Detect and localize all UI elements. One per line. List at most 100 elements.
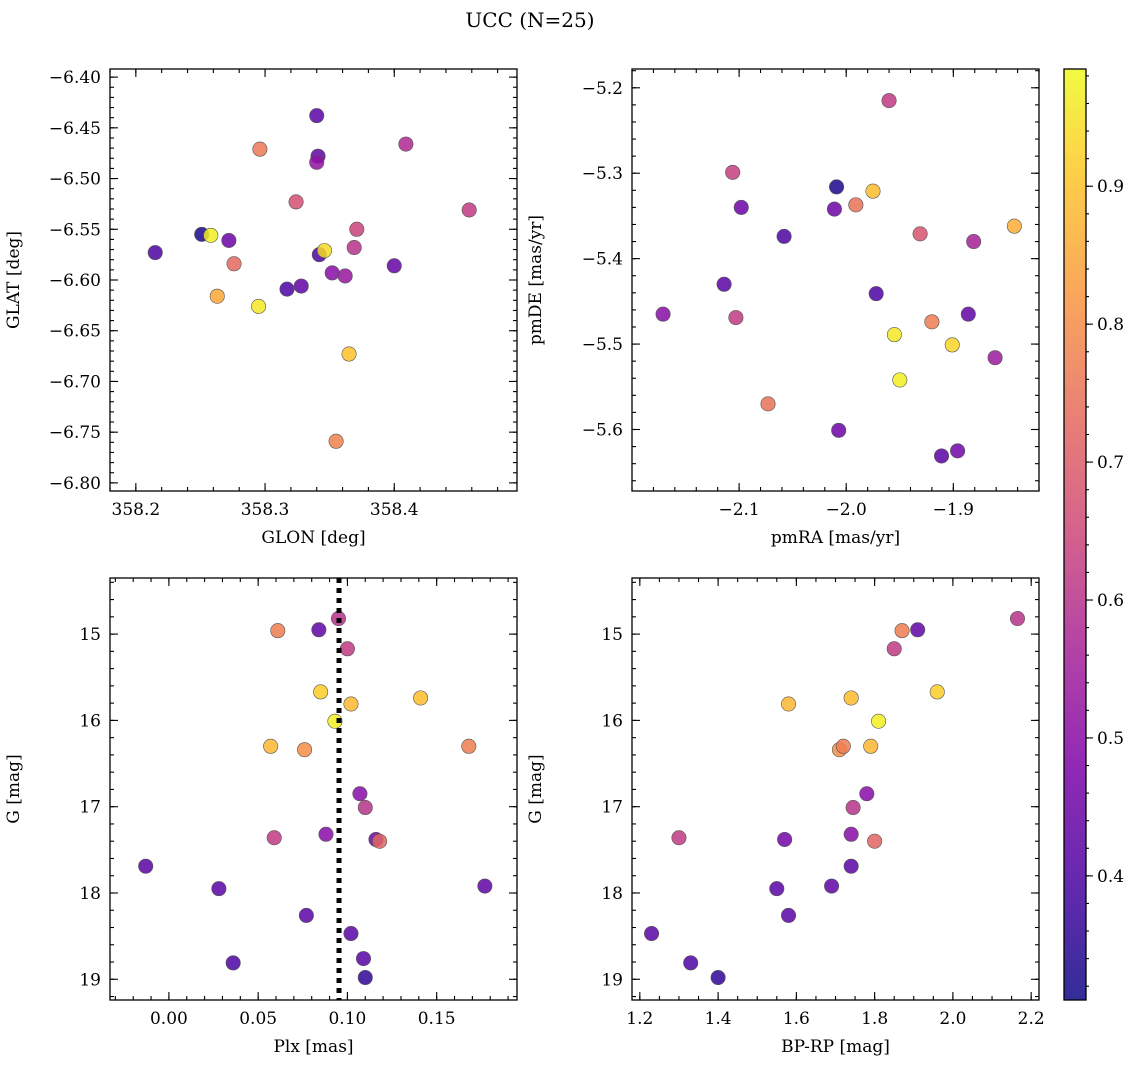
scatter-point: [725, 164, 741, 180]
scatter-point: [826, 201, 842, 217]
x-tick-label: 0.15: [418, 1009, 456, 1029]
scatter-point: [270, 623, 286, 639]
colorbar-gradient: [1064, 69, 1086, 1000]
scatter-point: [865, 183, 881, 199]
scatter-point: [886, 641, 902, 657]
scatter-point: [147, 245, 163, 261]
scatter-point: [843, 690, 859, 706]
scatter-point: [352, 786, 368, 802]
scatter-point: [716, 276, 732, 292]
scatter-point: [760, 396, 776, 412]
scatter-point: [867, 833, 883, 849]
scatter-point: [843, 826, 859, 842]
scatter-point: [710, 970, 726, 986]
scatter-point: [829, 179, 845, 195]
colorbar-tick-label: 0.9: [1097, 177, 1124, 197]
panel-glon-glat: 358.2 358.3 358.4 −6.80 −6.75 −6.70 −6.65 −6.60…: [4, 68, 518, 548]
scatter-point: [863, 738, 879, 754]
scatter-point: [225, 955, 241, 971]
y-tick-label: 15: [601, 625, 623, 645]
x-tick-label: −2.0: [826, 500, 867, 520]
y-tick-label: −6.45: [49, 119, 101, 139]
y-tick-label: 17: [79, 798, 101, 818]
y-tick-label: 19: [601, 970, 623, 990]
x-tick-label: 0.05: [239, 1009, 277, 1029]
panel-bprp-g: 1.2 1.4 1.6 1.8 2.0 2.2 15 16 17 18 19 BP-RP [mag] G…: [526, 577, 1045, 1057]
y-tick-label: −5.4: [582, 250, 623, 270]
x-tick-label: 0.00: [150, 1009, 188, 1029]
scatter-point: [966, 234, 982, 250]
scatter-point: [355, 951, 371, 967]
axes-frame: [631, 68, 1040, 492]
scatter-point: [461, 738, 477, 754]
scatter-point: [950, 443, 966, 459]
scatter-point: [934, 448, 950, 464]
colorbar-tick-label: 0.7: [1097, 453, 1124, 473]
y-tick-label: −5.3: [582, 164, 623, 184]
scatter-point: [871, 713, 887, 729]
scatter-point: [311, 622, 327, 638]
y-tick-label: 16: [79, 711, 101, 731]
scatter-point: [987, 350, 1003, 366]
scatter-point: [1006, 218, 1022, 234]
y-tick-label: −6.65: [49, 322, 101, 342]
scatter-point: [894, 623, 910, 639]
axes-frame: [631, 577, 1040, 1001]
scatter-point: [781, 696, 797, 712]
y-tick-label: 16: [601, 711, 623, 731]
x-axis-label: pmRA [mas/yr]: [771, 528, 900, 548]
x-tick-label: 358.3: [241, 500, 290, 520]
scatter-point: [777, 831, 793, 847]
scatter-point: [209, 288, 225, 304]
y-tick-label: 18: [79, 884, 101, 904]
scatter-point: [263, 738, 279, 754]
scatter-point: [769, 881, 785, 897]
scatter-point: [843, 858, 859, 874]
scatter-point: [266, 830, 282, 846]
y-axis-label: GLAT [deg]: [4, 231, 24, 329]
y-tick-label: −6.50: [49, 170, 101, 190]
y-tick-label: −6.80: [49, 474, 101, 494]
scatter-point: [868, 286, 884, 302]
scatter-point: [328, 433, 344, 449]
scatter-point: [349, 221, 365, 237]
scatter-point: [848, 197, 864, 213]
x-tick-label: 1.2: [626, 1009, 653, 1029]
x-axis-label: Plx [mas]: [273, 1037, 353, 1057]
x-tick-label: 358.2: [112, 500, 161, 520]
scatter-point: [346, 240, 362, 256]
x-tick-label: 1.6: [783, 1009, 810, 1029]
scatter-point: [324, 265, 340, 281]
scatter-point: [221, 232, 237, 248]
scatter-point: [831, 422, 847, 438]
scatter-point: [824, 878, 840, 894]
y-tick-label: −6.55: [49, 220, 101, 240]
scatter-point: [318, 826, 334, 842]
colorbar-tick-label: 0.6: [1097, 591, 1124, 611]
scatter-point: [845, 800, 861, 816]
x-axis-label: BP-RP [mag]: [781, 1037, 890, 1057]
scatter-point: [372, 833, 388, 849]
panel-plx-g: 0.00 0.05 0.10 0.15 15 16 17 18 19 Plx [mas] G [ma…: [4, 577, 518, 1057]
y-axis-label: G [mag]: [4, 754, 24, 823]
colorbar: 0.4 0.5 0.6 0.7 0.8 0.9: [1063, 68, 1124, 1001]
scatter-point: [293, 278, 309, 294]
scatter-point: [683, 955, 699, 971]
scatter-point: [211, 881, 227, 897]
axes-frame: [109, 577, 518, 1001]
scatter-point: [835, 738, 851, 754]
scatter-point: [327, 713, 343, 729]
y-tick-label: 19: [79, 970, 101, 990]
scatter-point: [655, 306, 671, 322]
scatter-point: [386, 258, 402, 274]
scatter-point: [929, 684, 945, 700]
x-tick-label: 2.0: [939, 1009, 966, 1029]
scatter-point: [413, 690, 429, 706]
x-axis-label: GLON [deg]: [261, 528, 365, 548]
y-tick-label: −6.70: [49, 372, 101, 392]
scatter-point: [251, 298, 267, 314]
scatter-point: [944, 337, 960, 353]
y-tick-label: 17: [601, 798, 623, 818]
scatter-point: [644, 926, 660, 942]
y-tick-label: −6.60: [49, 271, 101, 291]
